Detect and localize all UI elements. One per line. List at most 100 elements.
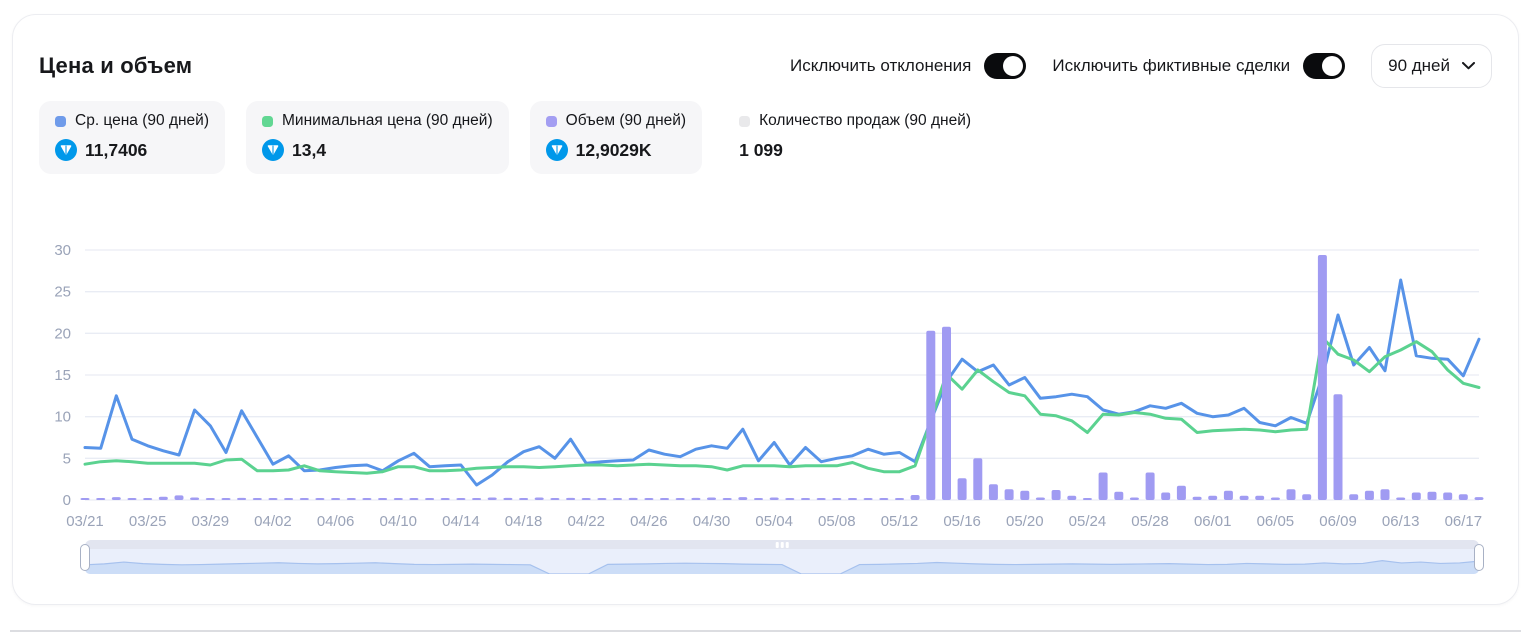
x-axis-label: 04/18	[505, 513, 543, 530]
x-axis-label: 05/16	[943, 513, 981, 530]
volume-bar	[1098, 472, 1108, 500]
legend-card-avg-price[interactable]: Ср. цена (90 дней) 11,7406	[39, 101, 225, 174]
volume-value: 12,9029K	[575, 139, 652, 160]
min-price-value: 13,4	[292, 139, 327, 160]
x-axis-label: 03/21	[66, 513, 104, 530]
volume-bar	[1411, 492, 1421, 500]
avg-price-value: 11,7406	[85, 139, 148, 160]
volume-bar	[205, 498, 215, 500]
chart-area[interactable]: 0 5 10 15 20 25 30 03/21 03/25 03/29 04/02 04/06 04/…	[39, 242, 1492, 538]
volume-bar	[487, 497, 497, 500]
volume-bar	[1458, 494, 1468, 500]
volume-bar	[957, 478, 967, 500]
ton-coin-icon	[545, 139, 568, 161]
volume-bar	[1474, 497, 1484, 500]
volume-bar	[785, 498, 795, 500]
volume-bar	[581, 498, 591, 500]
period-select-value: 90 дней	[1388, 56, 1450, 75]
volume-bar	[707, 497, 716, 500]
volume-bar	[237, 497, 247, 500]
page-title: Цена и объем	[39, 53, 193, 78]
x-axis-label: 04/14	[442, 513, 480, 530]
y-axis-label: 15	[54, 367, 71, 384]
volume-bar	[80, 498, 90, 500]
volume-bar	[1004, 489, 1014, 500]
volume-bar	[816, 498, 826, 500]
sales-count-chip	[739, 115, 751, 127]
volume-bar	[1208, 495, 1218, 500]
volume-bar	[1051, 490, 1061, 500]
exclude-fake-trades-toggle-group: Исключить фиктивные сделки	[1052, 53, 1346, 79]
volume-bar	[96, 498, 106, 500]
exclude-deviations-switch[interactable]	[984, 53, 1027, 79]
volume-bar	[143, 498, 153, 500]
volume-bar	[268, 498, 278, 500]
volume-bar	[848, 498, 857, 500]
x-axis-label: 05/08	[818, 513, 856, 530]
volume-bar	[1286, 489, 1296, 500]
ton-coin-icon	[55, 139, 77, 161]
volume-bar	[1129, 497, 1139, 500]
scrubber-right-handle[interactable]	[1474, 544, 1484, 571]
volume-bar	[691, 497, 701, 500]
range-scrubber[interactable]	[80, 540, 1484, 574]
x-axis-label: 05/24	[1069, 513, 1107, 530]
legend-card-volume[interactable]: Объем (90 дней) 12,9029K	[529, 101, 703, 174]
legend-card-min-price[interactable]: Минимальная цена (90 дней) 13,4	[246, 101, 509, 174]
legend-card-sales-count[interactable]: Количество продаж (90 дней) 1 099	[723, 101, 987, 174]
x-axis-label: 06/09	[1319, 513, 1357, 530]
y-axis-label: 30	[54, 242, 71, 259]
x-axis-label: 04/02	[254, 513, 292, 530]
volume-bar	[1380, 489, 1390, 500]
scrubber-grip-icon[interactable]	[775, 541, 789, 548]
x-axis-label: 05/20	[1006, 513, 1044, 530]
min-price-label: Минимальная цена (90 дней)	[282, 112, 493, 129]
volume-chip	[545, 115, 557, 127]
x-axis-label: 05/04	[755, 513, 793, 530]
exclude-deviations-toggle-group: Исключить отклонения	[790, 53, 1027, 79]
exclude-fake-trades-switch[interactable]	[1303, 53, 1346, 79]
ton-coin-icon	[262, 139, 284, 161]
x-axis-label: 06/17	[1445, 513, 1483, 530]
min-price-line	[83, 336, 1481, 475]
volume-bar	[472, 498, 482, 500]
volume-bar	[315, 498, 325, 500]
scrubber-left-handle[interactable]	[80, 544, 90, 571]
volume-bar	[644, 498, 654, 500]
bottom-divider	[10, 630, 1521, 632]
min-price-chip	[262, 115, 273, 127]
scrubber-preview[interactable]	[85, 549, 1479, 574]
x-axis-label: 06/05	[1257, 513, 1295, 530]
volume-bar	[252, 498, 262, 500]
volume-bar	[1067, 495, 1077, 500]
scrubber-track[interactable]	[85, 540, 1479, 549]
period-select[interactable]: 90 дней	[1371, 44, 1492, 88]
avg-price-line	[83, 278, 1481, 487]
exclude-deviations-label: Исключить отклонения	[790, 56, 972, 75]
volume-bar	[425, 498, 435, 500]
x-axis-label: 05/12	[881, 513, 919, 530]
scrubber-preview-chart	[85, 549, 1479, 574]
volume-bar	[1223, 490, 1233, 500]
y-axis-label: 10	[54, 409, 71, 426]
volume-bar	[1114, 491, 1124, 500]
volume-bar	[1035, 497, 1045, 500]
volume-bar	[190, 497, 200, 500]
volume-bar	[832, 498, 842, 500]
volume-bar	[378, 498, 388, 500]
volume-bar	[973, 458, 983, 500]
volume-bar	[1349, 494, 1359, 500]
volume-bar	[1176, 485, 1186, 500]
volume-bar	[769, 497, 779, 500]
x-axis-label: 04/30	[693, 513, 731, 530]
volume-bar	[926, 330, 936, 500]
price-volume-chart[interactable]: 0 5 10 15 20 25 30 03/21 03/25 03/29 04/02 04/06 04/…	[39, 242, 1492, 538]
y-axis-label: 25	[54, 284, 71, 301]
volume-bar	[1145, 472, 1155, 500]
volume-bar	[534, 497, 544, 500]
volume-bar	[284, 498, 294, 500]
scrubber-line	[85, 561, 1479, 574]
volume-bar	[158, 496, 168, 500]
price-volume-card: Цена и объем Исключить отклонения Исключ…	[12, 14, 1519, 605]
volume-bar	[346, 498, 356, 500]
